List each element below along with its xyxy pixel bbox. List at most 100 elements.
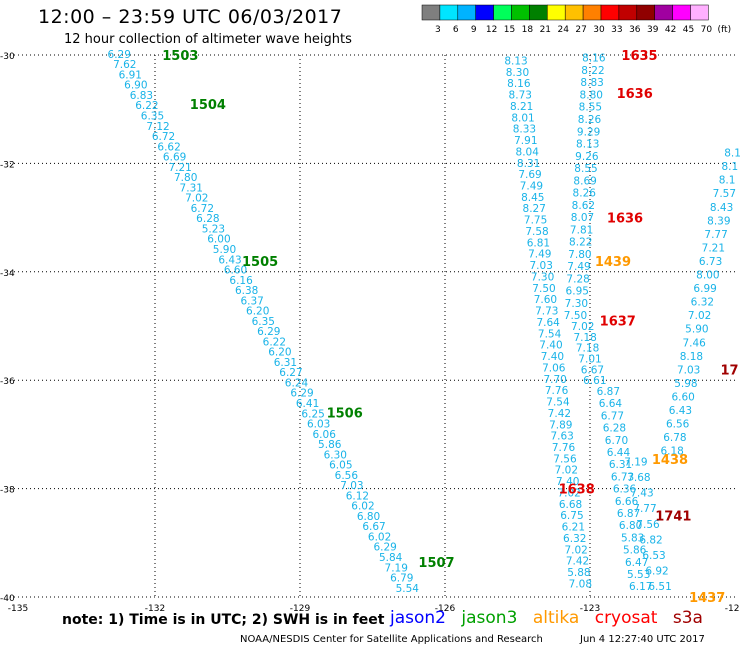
swh-value: 6.05 xyxy=(329,460,352,472)
swh-value: 7.57 xyxy=(713,188,736,200)
swh-value: 6.62 xyxy=(157,141,180,153)
swh-value: 6.17 xyxy=(629,581,652,593)
swh-value: 6.25 xyxy=(301,408,324,420)
swh-value: 7.70 xyxy=(543,374,566,386)
swh-value: 7.19 xyxy=(385,562,408,574)
pass-number: 1506 xyxy=(327,407,363,422)
xtick-label: -129 xyxy=(290,604,311,614)
swh-value: 6.67 xyxy=(581,364,604,376)
swh-value: 8.30 xyxy=(506,67,529,79)
swh-value: 6.53 xyxy=(642,550,665,562)
legend-s3a: s3a xyxy=(672,608,703,628)
swh-value: 7.43 xyxy=(630,488,653,500)
swh-value: 6.02 xyxy=(351,501,374,513)
swh-value: 8.22 xyxy=(569,237,592,249)
swh-value: 6.38 xyxy=(235,285,258,297)
colorbar-swatch xyxy=(511,4,530,21)
satellite-legend: jason2 jason3 altika cryosat s3a xyxy=(390,608,713,628)
swh-value: 8.1 xyxy=(721,161,738,173)
colorbar-swatch xyxy=(582,4,602,21)
colorbar-label: 21 xyxy=(540,25,551,35)
xtick-label: -135 xyxy=(8,604,28,614)
swh-value: 8.73 xyxy=(509,90,532,102)
swh-value: 5.90 xyxy=(213,244,236,256)
swh-value: 8.39 xyxy=(707,215,730,227)
swh-value: 7.21 xyxy=(702,242,725,254)
swh-value: 7.03 xyxy=(677,364,700,376)
swh-value: 6.56 xyxy=(335,470,359,482)
swh-value: 6.47 xyxy=(625,557,648,569)
swh-value: 8.18 xyxy=(680,351,703,363)
swh-value: 7.54 xyxy=(538,328,562,340)
swh-value: 7.06 xyxy=(542,362,566,374)
swh-value: 8.27 xyxy=(523,203,546,215)
swh-value: 6.44 xyxy=(607,447,631,459)
colorbar-label: 3 xyxy=(435,25,441,35)
swh-value: 8.16 xyxy=(582,53,606,65)
swh-value: 7.76 xyxy=(545,385,569,397)
chart-subtitle: 12 hour collection of altimeter wave hei… xyxy=(64,32,352,47)
chart-title: 12:00 – 23:59 UTC 06/03/2017 xyxy=(38,6,343,28)
colorbar-label: 42 xyxy=(665,25,676,35)
colorbar-label: 6 xyxy=(453,25,459,35)
swh-value: 7.60 xyxy=(534,294,557,306)
swh-value: 6.99 xyxy=(693,283,716,295)
swh-value: 7.18 xyxy=(576,343,599,355)
swh-value: 7.64 xyxy=(536,317,560,329)
swh-value: 6.90 xyxy=(124,80,147,92)
credit-line: NOAA/NESDIS Center for Satellite Applica… xyxy=(240,634,543,645)
swh-value: 7.80 xyxy=(174,172,197,184)
swh-value: 6.80 xyxy=(619,520,642,532)
pass-number: 1439 xyxy=(595,255,631,270)
swh-value: 6.79 xyxy=(390,573,413,585)
swh-value: 6.80 xyxy=(357,511,380,523)
colorbar-label: 36 xyxy=(629,25,641,35)
colorbar-label: 39 xyxy=(647,25,659,35)
swh-value: 6.75 xyxy=(560,510,583,522)
swh-value: 7.12 xyxy=(146,121,169,133)
swh-value: 7.02 xyxy=(688,310,711,322)
swh-value: 7.81 xyxy=(570,224,593,236)
generated-timestamp: Jun 4 12:27:40 UTC 2017 xyxy=(580,634,705,645)
swh-value: 6.56 xyxy=(666,419,690,431)
swh-value: 7.76 xyxy=(552,442,576,454)
colorbar-swatch xyxy=(439,4,459,21)
swh-value: 7.91 xyxy=(514,135,537,147)
swh-value: 6.61 xyxy=(583,375,606,387)
swh-value: 6.37 xyxy=(240,295,263,307)
pass-number: 1636 xyxy=(607,212,643,227)
colorbar-label: 9 xyxy=(471,25,477,35)
swh-value: 7.58 xyxy=(525,226,548,238)
swh-value: 6.12 xyxy=(346,490,369,502)
colorbar-label: 33 xyxy=(611,25,622,35)
swh-value: 5.90 xyxy=(685,324,708,336)
swh-value: 6.82 xyxy=(639,534,662,546)
colorbar-label: 70 xyxy=(701,25,713,35)
swh-value: 5.84 xyxy=(379,552,403,564)
swh-value: 7.02 xyxy=(571,321,594,333)
swh-value: 7.46 xyxy=(682,337,706,349)
swh-value: 6.00 xyxy=(207,234,230,246)
swh-value: 6.81 xyxy=(527,237,550,249)
swh-value: 8.80 xyxy=(580,89,603,101)
swh-value: 6.35 xyxy=(252,316,275,328)
swh-value: 6.73 xyxy=(699,256,722,268)
swh-value: 5.83 xyxy=(621,532,644,544)
swh-value: 7.42 xyxy=(548,408,571,420)
swh-value: 6.16 xyxy=(229,275,253,287)
swh-value: 6.29 xyxy=(257,326,280,338)
swh-value: 7.02 xyxy=(557,487,580,499)
ytick-label: -34 xyxy=(0,269,15,279)
swh-value: 6.64 xyxy=(599,398,623,410)
swh-value: 6.02 xyxy=(368,531,391,543)
colorbar-swatch xyxy=(636,4,655,21)
swh-value: 5.98 xyxy=(674,378,697,390)
colorbar-swatch xyxy=(529,4,548,21)
pass-number: 1741 xyxy=(655,510,691,525)
swh-value: 5.54 xyxy=(396,583,420,595)
colorbar-swatch xyxy=(564,4,584,21)
swh-value: 7.75 xyxy=(524,215,547,227)
swh-value: 6.83 xyxy=(130,90,153,102)
colorbar-swatch xyxy=(457,4,476,21)
colorbar-label: 45 xyxy=(683,25,694,35)
